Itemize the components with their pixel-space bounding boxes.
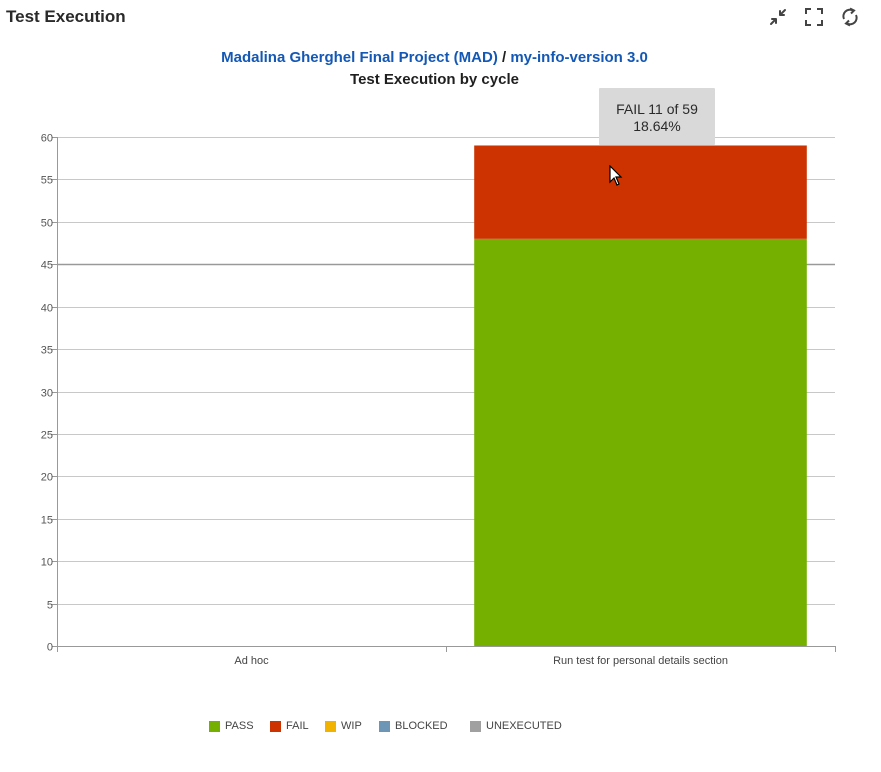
y-tick-label: 55	[41, 175, 53, 187]
y-tick-label: 40	[41, 303, 53, 315]
refresh-icon	[842, 7, 858, 27]
legend-item-blocked[interactable]: BLOCKED	[379, 720, 448, 732]
legend-swatch	[325, 720, 336, 732]
x-tick-label: Ad hoc	[234, 655, 269, 667]
collapse-button[interactable]	[767, 6, 789, 28]
legend-swatch	[470, 720, 481, 732]
legend-label: WIP	[341, 720, 362, 732]
widget-header: Test Execution	[0, 0, 881, 36]
legend-item-unexecuted[interactable]: UNEXECUTED	[470, 720, 562, 732]
bar-segment-pass	[474, 238, 807, 647]
y-tick-label: 60	[41, 133, 53, 145]
legend-swatch	[270, 720, 281, 732]
chart-subtitle: Test Execution by cycle	[350, 71, 519, 88]
fullscreen-button[interactable]	[803, 6, 825, 28]
legend-item-pass[interactable]: PASS	[209, 720, 254, 732]
title-separator: /	[497, 49, 511, 66]
y-tick-label: 25	[41, 430, 53, 442]
fullscreen-icon	[805, 8, 823, 26]
bar-tooltip: FAIL 11 of 59 18.64%	[599, 88, 715, 145]
project-link[interactable]: Madalina Gherghel Final Project (MAD)	[221, 49, 498, 66]
y-tick-label: 5	[47, 600, 53, 612]
bar-segment-fail	[474, 145, 807, 239]
y-tick-label: 35	[41, 345, 53, 357]
x-tick-label: Run test for personal details section	[553, 655, 728, 667]
legend-label: UNEXECUTED	[486, 720, 562, 732]
collapse-icon	[770, 9, 786, 25]
tooltip-line-2: 18.64%	[633, 118, 681, 134]
legend-label: BLOCKED	[395, 720, 448, 732]
chart-title: Madalina Gherghel Final Project (MAD) / …	[0, 49, 869, 66]
legend-swatch	[379, 720, 390, 732]
y-tick-label: 30	[41, 388, 53, 400]
y-tick-label: 45	[41, 260, 53, 272]
y-tick-label: 50	[41, 218, 53, 230]
y-tick-label: 20	[41, 472, 53, 484]
y-tick-label: 10	[41, 557, 53, 569]
refresh-button[interactable]	[839, 6, 861, 28]
y-tick-label: 15	[41, 515, 53, 527]
legend-item-wip[interactable]: WIP	[325, 720, 362, 732]
widget-title: Test Execution	[6, 7, 126, 26]
legend-label: PASS	[225, 720, 254, 732]
widget-toolbar	[767, 6, 861, 28]
version-link[interactable]: my-info-version 3.0	[510, 49, 648, 66]
legend-swatch	[209, 720, 220, 732]
mouse-cursor-icon	[609, 165, 623, 186]
y-tick-label: 0	[47, 642, 53, 654]
legend-label: FAIL	[286, 720, 309, 732]
legend-item-fail[interactable]: FAIL	[270, 720, 309, 732]
tooltip-line-1: FAIL 11 of 59	[616, 101, 698, 117]
